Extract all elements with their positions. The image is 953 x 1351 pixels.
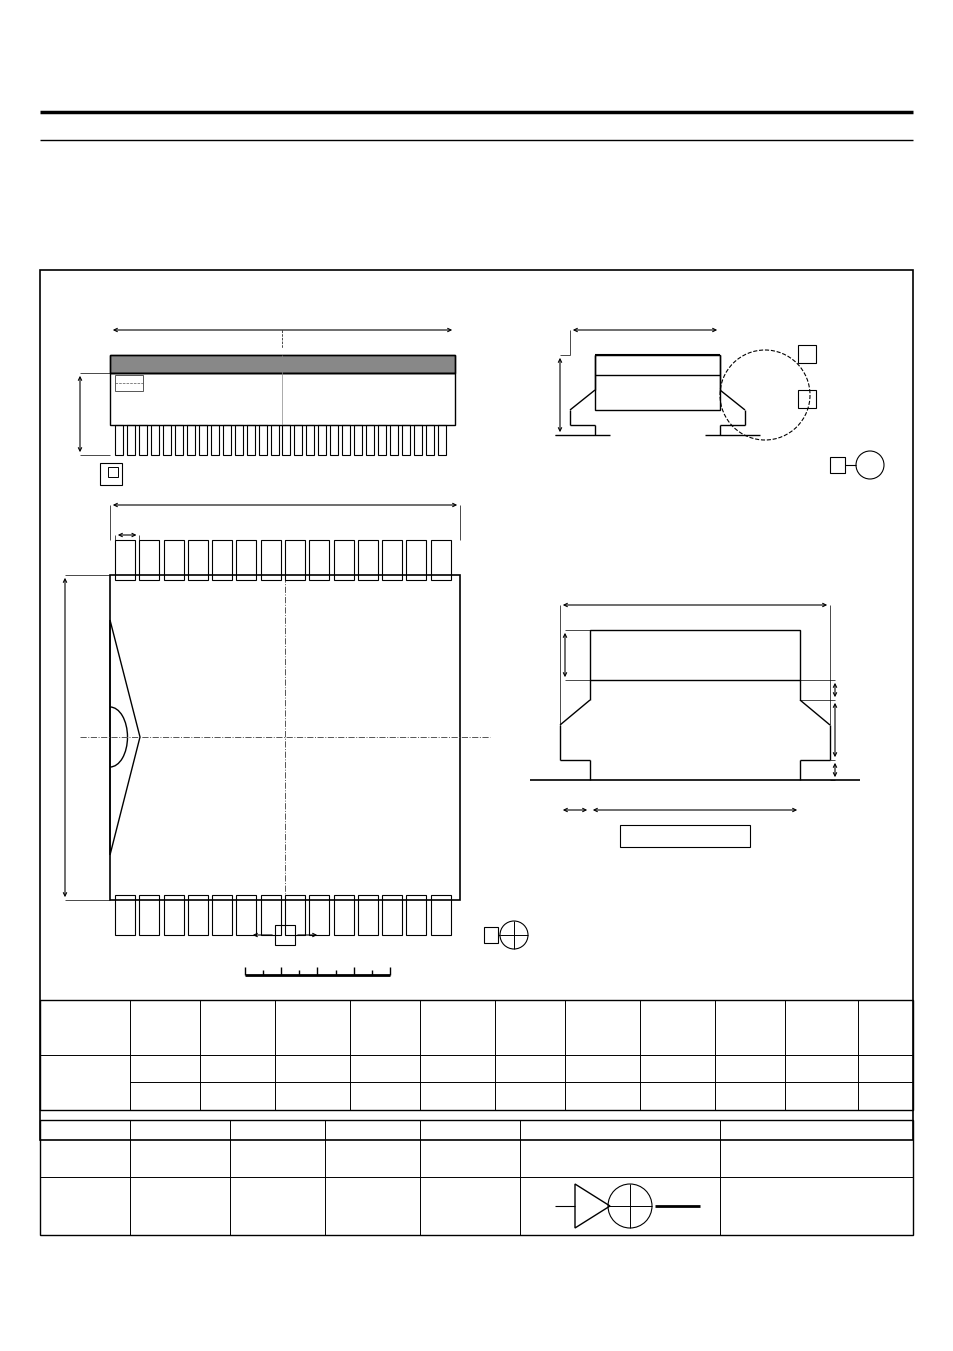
Bar xyxy=(357,540,377,580)
Bar xyxy=(188,894,208,935)
Bar xyxy=(437,426,446,455)
Bar xyxy=(377,426,386,455)
Bar xyxy=(236,894,256,935)
Bar xyxy=(40,1000,912,1111)
Bar xyxy=(258,426,266,455)
Bar xyxy=(108,467,118,477)
Bar xyxy=(115,894,135,935)
Bar xyxy=(406,894,426,935)
Bar xyxy=(426,426,434,455)
Bar xyxy=(366,426,374,455)
Bar xyxy=(595,355,720,409)
Bar xyxy=(483,927,497,943)
Bar xyxy=(212,894,232,935)
Bar xyxy=(430,540,450,580)
Bar xyxy=(406,540,426,580)
Bar xyxy=(342,426,350,455)
Bar xyxy=(139,426,147,455)
Bar xyxy=(115,376,143,390)
Bar xyxy=(198,426,207,455)
Bar xyxy=(174,426,183,455)
Bar xyxy=(40,1120,912,1235)
Bar xyxy=(100,463,122,485)
Bar xyxy=(402,426,410,455)
Bar xyxy=(110,373,455,426)
Bar xyxy=(334,540,354,580)
Bar xyxy=(430,894,450,935)
Bar xyxy=(282,426,291,455)
Bar xyxy=(797,390,815,408)
Bar xyxy=(110,355,455,373)
Bar xyxy=(260,894,280,935)
Bar xyxy=(382,894,402,935)
Bar xyxy=(285,894,305,935)
Bar xyxy=(318,426,326,455)
Bar xyxy=(139,540,159,580)
Bar xyxy=(829,457,844,473)
Bar xyxy=(274,925,294,944)
Bar xyxy=(619,825,749,847)
Bar xyxy=(115,426,123,455)
Bar xyxy=(414,426,421,455)
Bar xyxy=(260,540,280,580)
Bar xyxy=(115,540,135,580)
Bar xyxy=(127,426,134,455)
Bar xyxy=(211,426,218,455)
Bar xyxy=(294,426,302,455)
Bar xyxy=(151,426,159,455)
Bar xyxy=(163,426,171,455)
Bar xyxy=(334,894,354,935)
Bar xyxy=(246,426,254,455)
Bar xyxy=(40,270,912,1140)
Bar xyxy=(163,540,183,580)
Bar xyxy=(330,426,338,455)
Bar xyxy=(110,355,455,373)
Bar xyxy=(110,576,459,900)
Bar xyxy=(188,540,208,580)
Bar xyxy=(187,426,194,455)
Bar xyxy=(236,540,256,580)
Bar xyxy=(309,894,329,935)
Bar xyxy=(589,630,800,680)
Bar xyxy=(357,894,377,935)
Bar xyxy=(163,894,183,935)
Bar xyxy=(222,426,231,455)
Bar xyxy=(285,540,305,580)
Bar xyxy=(139,894,159,935)
Bar xyxy=(354,426,362,455)
Bar xyxy=(306,426,314,455)
Bar xyxy=(382,540,402,580)
Bar xyxy=(212,540,232,580)
Bar xyxy=(309,540,329,580)
Bar xyxy=(271,426,278,455)
Bar xyxy=(797,345,815,363)
Bar xyxy=(390,426,397,455)
Bar xyxy=(234,426,242,455)
